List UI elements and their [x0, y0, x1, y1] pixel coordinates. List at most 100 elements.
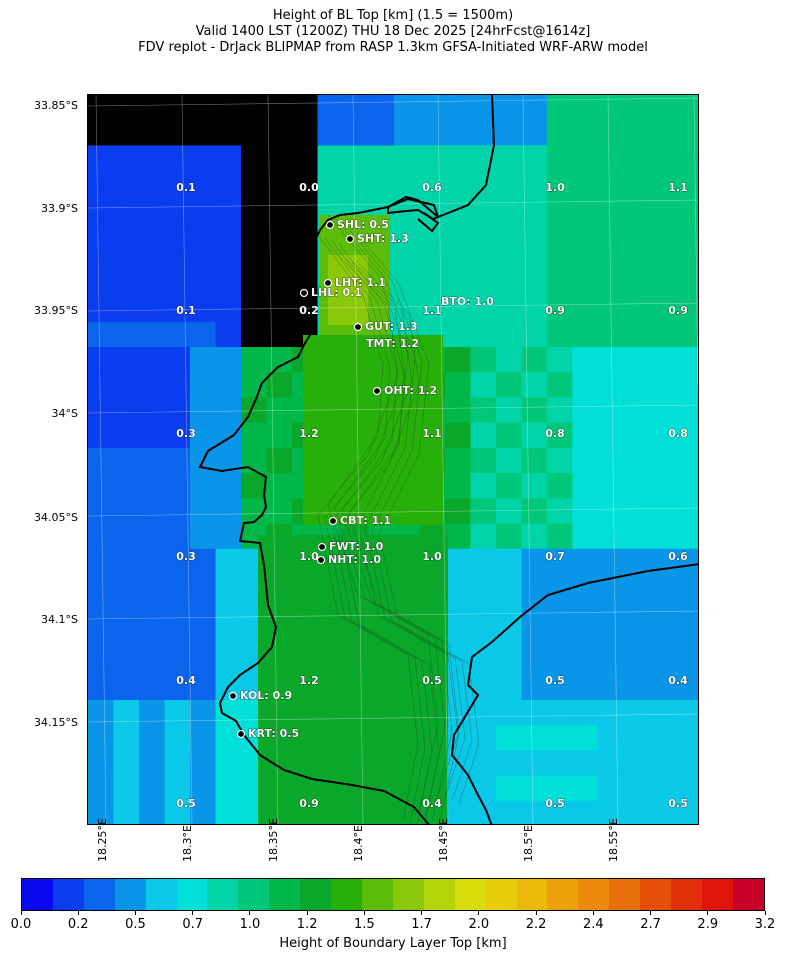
- field-cell: [445, 145, 472, 172]
- field-cell: [266, 397, 293, 424]
- station-marker[interactable]: CBT: 1.1: [328, 514, 392, 527]
- station-marker[interactable]: BTO: 1.0: [441, 295, 495, 309]
- field-cell: [113, 221, 140, 247]
- field-cell: [521, 271, 548, 298]
- field-cell: [521, 95, 548, 121]
- meridian-line: [522, 95, 534, 824]
- field-cell: [649, 498, 676, 525]
- field-cell: [598, 548, 625, 575]
- field-cell: [649, 271, 676, 298]
- field-cell: [190, 170, 217, 197]
- field-cell: [649, 246, 676, 273]
- field-cell: [88, 221, 115, 247]
- colorbar-swatch: [176, 879, 208, 910]
- coastline-west: [198, 95, 496, 824]
- field-cell: [266, 95, 293, 121]
- station-marker[interactable]: OHT: 1.2: [372, 384, 438, 397]
- field-cell: [419, 195, 446, 222]
- field-cell: [521, 170, 548, 197]
- field-cell: [266, 271, 293, 298]
- colorbar-tick-mark: [535, 911, 537, 915]
- meridian-line: [95, 95, 107, 824]
- field-cell: [572, 473, 599, 499]
- contour-line: [338, 243, 460, 824]
- field-cell: [521, 296, 548, 323]
- colorbar-swatch: [578, 879, 610, 910]
- field-cell: [164, 145, 191, 172]
- colorbar-tick-label: 2.9: [697, 917, 719, 932]
- lon-label: 18.45°E: [437, 818, 450, 862]
- field-cell: [496, 170, 523, 197]
- colorbar-swatch: [269, 879, 301, 910]
- field-cell: [113, 271, 140, 298]
- field-cell: [394, 120, 421, 147]
- field-cell: [241, 170, 268, 197]
- colorbar-swatch: [392, 879, 424, 910]
- station-label: CBT: 1.1: [340, 514, 391, 527]
- station-marker[interactable]: SHL: 0.5: [325, 218, 389, 231]
- field-cell: [139, 347, 166, 373]
- field-cell: [674, 120, 698, 147]
- station-marker[interactable]: LHT: 1.1: [323, 276, 386, 289]
- station-marker[interactable]: TMT: 1.2: [366, 337, 420, 351]
- parallel-line: [88, 404, 698, 414]
- field-cell: [623, 775, 650, 802]
- field-cell: [215, 498, 242, 525]
- field-cell: [674, 397, 698, 424]
- field-cell: [547, 624, 574, 651]
- graticule: [88, 95, 698, 824]
- colorbar: [21, 878, 765, 911]
- field-cell: [164, 447, 191, 474]
- field-cell: [419, 246, 446, 273]
- field-cell: [164, 422, 191, 449]
- field-cell: [292, 145, 319, 172]
- field-cell: [139, 397, 166, 424]
- field-cell: [572, 221, 599, 247]
- field-cell: [241, 372, 268, 399]
- field-cell: [572, 599, 599, 625]
- station-marker[interactable]: NHT: 1.0: [316, 553, 382, 566]
- field-cell: [190, 674, 217, 701]
- field-cell: [547, 800, 574, 824]
- field-cell: [88, 573, 115, 600]
- field-cell: [521, 246, 548, 273]
- field-cell: [496, 473, 523, 499]
- field-cell: [164, 397, 191, 424]
- station-marker[interactable]: SHT: 1.3: [345, 232, 409, 245]
- field-cell: [266, 296, 293, 323]
- field-cell: [317, 95, 344, 121]
- field-cell: [521, 195, 548, 222]
- colorbar-tick-mark: [421, 911, 423, 915]
- station-marker[interactable]: KOL: 0.9: [228, 689, 293, 702]
- parallel-line: [88, 507, 698, 517]
- field-cell: [88, 170, 115, 197]
- field-cell: [113, 674, 140, 701]
- station-marker[interactable]: KRT: 0.5: [236, 727, 300, 740]
- field-cell: [547, 498, 574, 525]
- field-cell: [343, 120, 370, 147]
- field-cell: [164, 271, 191, 298]
- field-cell: [164, 573, 191, 600]
- blipmap-map[interactable]: 0.1 0.0 0.6 1.0 1.1 0.1 0.2 1.1 0.9 0.9 0.3 1.2 1.1 0…: [87, 94, 699, 825]
- field-cell: [394, 145, 421, 172]
- field-cell: [88, 120, 115, 147]
- colorbar-tick-label: 2.2: [525, 917, 547, 932]
- station-dot: [325, 220, 335, 230]
- colorbar-label: Height of Boundary Layer Top [km]: [279, 936, 507, 951]
- field-cell: [445, 624, 472, 651]
- field-cell: [88, 624, 115, 651]
- station-marker[interactable]: FWT: 1.0: [317, 540, 384, 553]
- field-cell: [164, 498, 191, 525]
- field-cell: [139, 800, 166, 824]
- field-cell: [190, 95, 217, 121]
- field-cell: [623, 649, 650, 676]
- colorbar-tick-label: 1.7: [411, 917, 432, 932]
- colorbar-swatch: [207, 879, 239, 910]
- field-cell: [470, 523, 497, 550]
- station-marker[interactable]: LHL: 0.1: [299, 286, 362, 299]
- station-marker[interactable]: GUT: 1.3: [353, 320, 418, 333]
- field-cell: [623, 599, 650, 625]
- field-cell: [547, 347, 574, 373]
- colorbar-swatch: [22, 879, 53, 910]
- colorbar-tick-label: 0.2: [67, 917, 89, 932]
